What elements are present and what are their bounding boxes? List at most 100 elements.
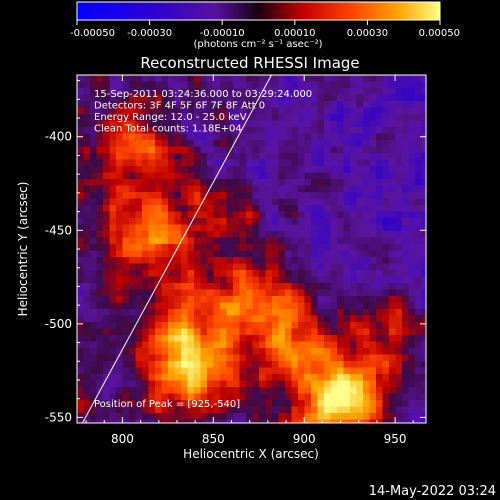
heatmap-cell xyxy=(278,328,286,336)
heatmap-cell xyxy=(265,393,273,401)
heatmap-cell xyxy=(174,283,182,290)
heatmap-cell xyxy=(395,348,403,355)
heatmap-cell xyxy=(356,231,364,238)
heatmap-cell xyxy=(337,159,344,167)
heatmap-cell xyxy=(259,185,266,193)
heatmap-cell xyxy=(265,205,273,212)
heatmap-cell xyxy=(311,94,318,102)
heatmap-cell xyxy=(129,263,136,271)
heatmap-cell xyxy=(330,146,338,154)
heatmap-cell xyxy=(168,192,175,199)
heatmap-cell xyxy=(83,400,91,407)
heatmap-cell xyxy=(356,289,364,297)
heatmap-cell xyxy=(285,159,292,167)
heatmap-cell xyxy=(109,244,117,251)
heatmap-cell xyxy=(415,224,422,232)
heatmap-cell xyxy=(376,244,383,251)
heatmap-cell xyxy=(161,107,169,115)
heatmap-cell xyxy=(200,419,208,423)
heatmap-cell xyxy=(200,413,208,420)
heatmap-cell xyxy=(389,101,396,108)
heatmap-cell xyxy=(187,393,195,401)
heatmap-cell xyxy=(389,276,396,284)
colorbar-tick-label: 0.00010 xyxy=(274,28,315,39)
heatmap-cell xyxy=(135,120,143,128)
heatmap-cell xyxy=(142,419,149,423)
heatmap-cell xyxy=(174,224,182,232)
heatmap-cell xyxy=(220,107,227,115)
heatmap-cell xyxy=(90,114,97,121)
heatmap-cell xyxy=(337,380,344,388)
heatmap-cell xyxy=(103,309,110,316)
heatmap-cell xyxy=(148,270,156,277)
heatmap-cell xyxy=(304,237,312,245)
heatmap-cell xyxy=(168,101,175,108)
heatmap-cell xyxy=(90,302,97,310)
heatmap-cell xyxy=(77,88,84,95)
heatmap-cell xyxy=(83,224,91,232)
heatmap-cell xyxy=(135,322,143,329)
heatmap-cell xyxy=(298,179,305,186)
heatmap-cell xyxy=(382,276,390,284)
heatmap-cell xyxy=(304,367,312,375)
heatmap-cell xyxy=(213,276,221,284)
heatmap-cell xyxy=(421,153,426,160)
heatmap-cell xyxy=(207,244,214,251)
heatmap-cell xyxy=(278,224,286,232)
heatmap-cell xyxy=(220,406,227,414)
heatmap-cell xyxy=(246,283,253,290)
heatmap-cell xyxy=(337,224,344,232)
heatmap-cell xyxy=(317,328,325,336)
heatmap-cell xyxy=(343,192,351,199)
heatmap-cell xyxy=(337,393,344,401)
heatmap-cell xyxy=(363,393,370,401)
heatmap-cell xyxy=(421,309,426,316)
heatmap-cell xyxy=(220,380,227,388)
heatmap-cell xyxy=(77,322,84,329)
heatmap-cell xyxy=(343,198,351,206)
heatmap-cell xyxy=(285,367,292,375)
heatmap-cell xyxy=(194,192,201,199)
heatmap-cell xyxy=(181,114,188,121)
heatmap-cell xyxy=(350,283,357,290)
heatmap-cell xyxy=(187,309,195,316)
heatmap-cell xyxy=(369,231,377,238)
heatmap-cell xyxy=(304,380,312,388)
heatmap-cell xyxy=(148,302,156,310)
heatmap-cell xyxy=(415,133,422,141)
heatmap-cell xyxy=(96,413,104,420)
heatmap-cell xyxy=(109,88,117,95)
heatmap-cell xyxy=(285,185,292,193)
heatmap-cell xyxy=(194,374,201,381)
heatmap-cell xyxy=(233,166,240,173)
heatmap-cell xyxy=(311,367,318,375)
heatmap-cell xyxy=(278,205,286,212)
heatmap-cell xyxy=(350,218,357,225)
heatmap-cell xyxy=(356,172,364,180)
heatmap-cell xyxy=(239,367,247,375)
heatmap-cell xyxy=(194,231,201,238)
heatmap-cell xyxy=(181,140,188,147)
heatmap-cell xyxy=(311,380,318,388)
heatmap-cell xyxy=(213,133,221,141)
heatmap-cell xyxy=(142,101,149,108)
heatmap-cell xyxy=(285,94,292,102)
heatmap-cell xyxy=(168,387,175,394)
heatmap-cell xyxy=(239,127,247,134)
heatmap-cell xyxy=(96,153,104,160)
heatmap-cell xyxy=(343,218,351,225)
heatmap-cell xyxy=(265,237,273,245)
heatmap-cell xyxy=(246,120,253,128)
heatmap-cell xyxy=(285,341,292,349)
heatmap-cell xyxy=(142,289,149,297)
heatmap-cell xyxy=(285,328,292,336)
heatmap-cell xyxy=(350,380,357,388)
heatmap-cell xyxy=(174,341,182,349)
heatmap-cell xyxy=(96,315,104,323)
heatmap-cell xyxy=(252,328,260,336)
heatmap-cell xyxy=(402,419,409,423)
heatmap-cell xyxy=(285,283,292,290)
heatmap-cell xyxy=(298,374,305,381)
heatmap-cell xyxy=(291,400,299,407)
heatmap-cell xyxy=(116,185,123,193)
